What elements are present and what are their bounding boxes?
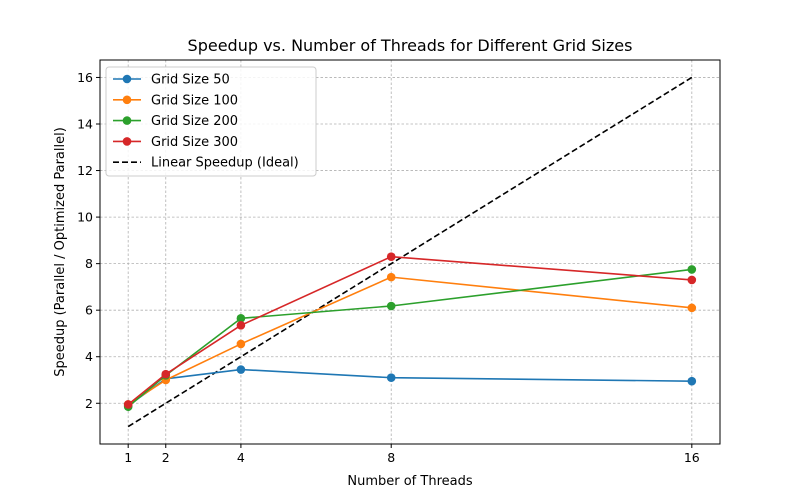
legend-label: Grid Size 100 [151,93,238,108]
legend-item: Grid Size 300 [113,135,238,150]
legend-item: Grid Size 100 [113,93,238,108]
legend-item: Linear Speedup (Ideal) [113,156,299,171]
legend-swatch-marker [122,95,132,105]
data-point [161,369,171,379]
data-point [386,272,396,282]
data-point [386,252,396,261]
x-tick-label: 4 [237,450,245,465]
legend-label: Grid Size 300 [151,135,238,150]
legend-box [105,66,317,177]
legend-item: Grid Size 200 [113,114,238,129]
y-tick-label: 8 [85,256,93,271]
legend-swatch-marker [122,137,132,146]
data-point [236,321,246,330]
series-line [127,76,693,428]
series-linear-speedup-ideal [127,76,693,428]
y-tick-label: 14 [77,117,93,132]
y-tick-label: 10 [77,210,93,225]
series-line [127,268,692,408]
data-point [687,303,697,313]
x-axis-title: Number of Threads [347,474,472,489]
y-tick-label: 16 [77,70,93,85]
chart-title: Speedup vs. Number of Threads for Differ… [188,36,633,55]
legend-label: Grid Size 50 [151,73,230,88]
x-tick-label: 16 [684,450,700,465]
x-tick-label: 1 [124,450,132,465]
data-point [236,314,246,323]
data-point [687,275,697,285]
y-axis-title: Speedup (Parallel / Optimized Parallel) [53,127,68,377]
x-tick-label: 2 [162,450,170,465]
data-point [386,373,396,382]
data-point [386,301,396,311]
y-tick-label: 2 [85,396,93,411]
legend-label: Linear Speedup (Ideal) [151,156,299,171]
data-point [123,400,133,409]
series-grid-size-300 [123,252,697,409]
data-point [687,265,697,274]
series-line [127,276,692,406]
x-tick-label: 8 [387,450,395,465]
plot-area-frame [99,59,721,445]
data-point [236,339,246,349]
series-grid-size-100 [123,272,697,409]
data-point [236,365,246,374]
legend-swatch-marker [122,116,132,125]
y-tick-label: 6 [85,303,93,318]
legend-item: Grid Size 50 [113,73,230,88]
series-grid-size-200 [123,265,697,412]
y-tick-label: 4 [85,349,93,364]
data-point [687,376,697,386]
legend-label: Grid Size 200 [151,114,238,129]
legend: Grid Size 50 Grid Size 100 Grid Size 200 Gr… [105,66,317,177]
y-tick-label: 12 [77,163,93,178]
legend-swatch-marker [122,74,132,84]
plot-series [123,76,697,428]
